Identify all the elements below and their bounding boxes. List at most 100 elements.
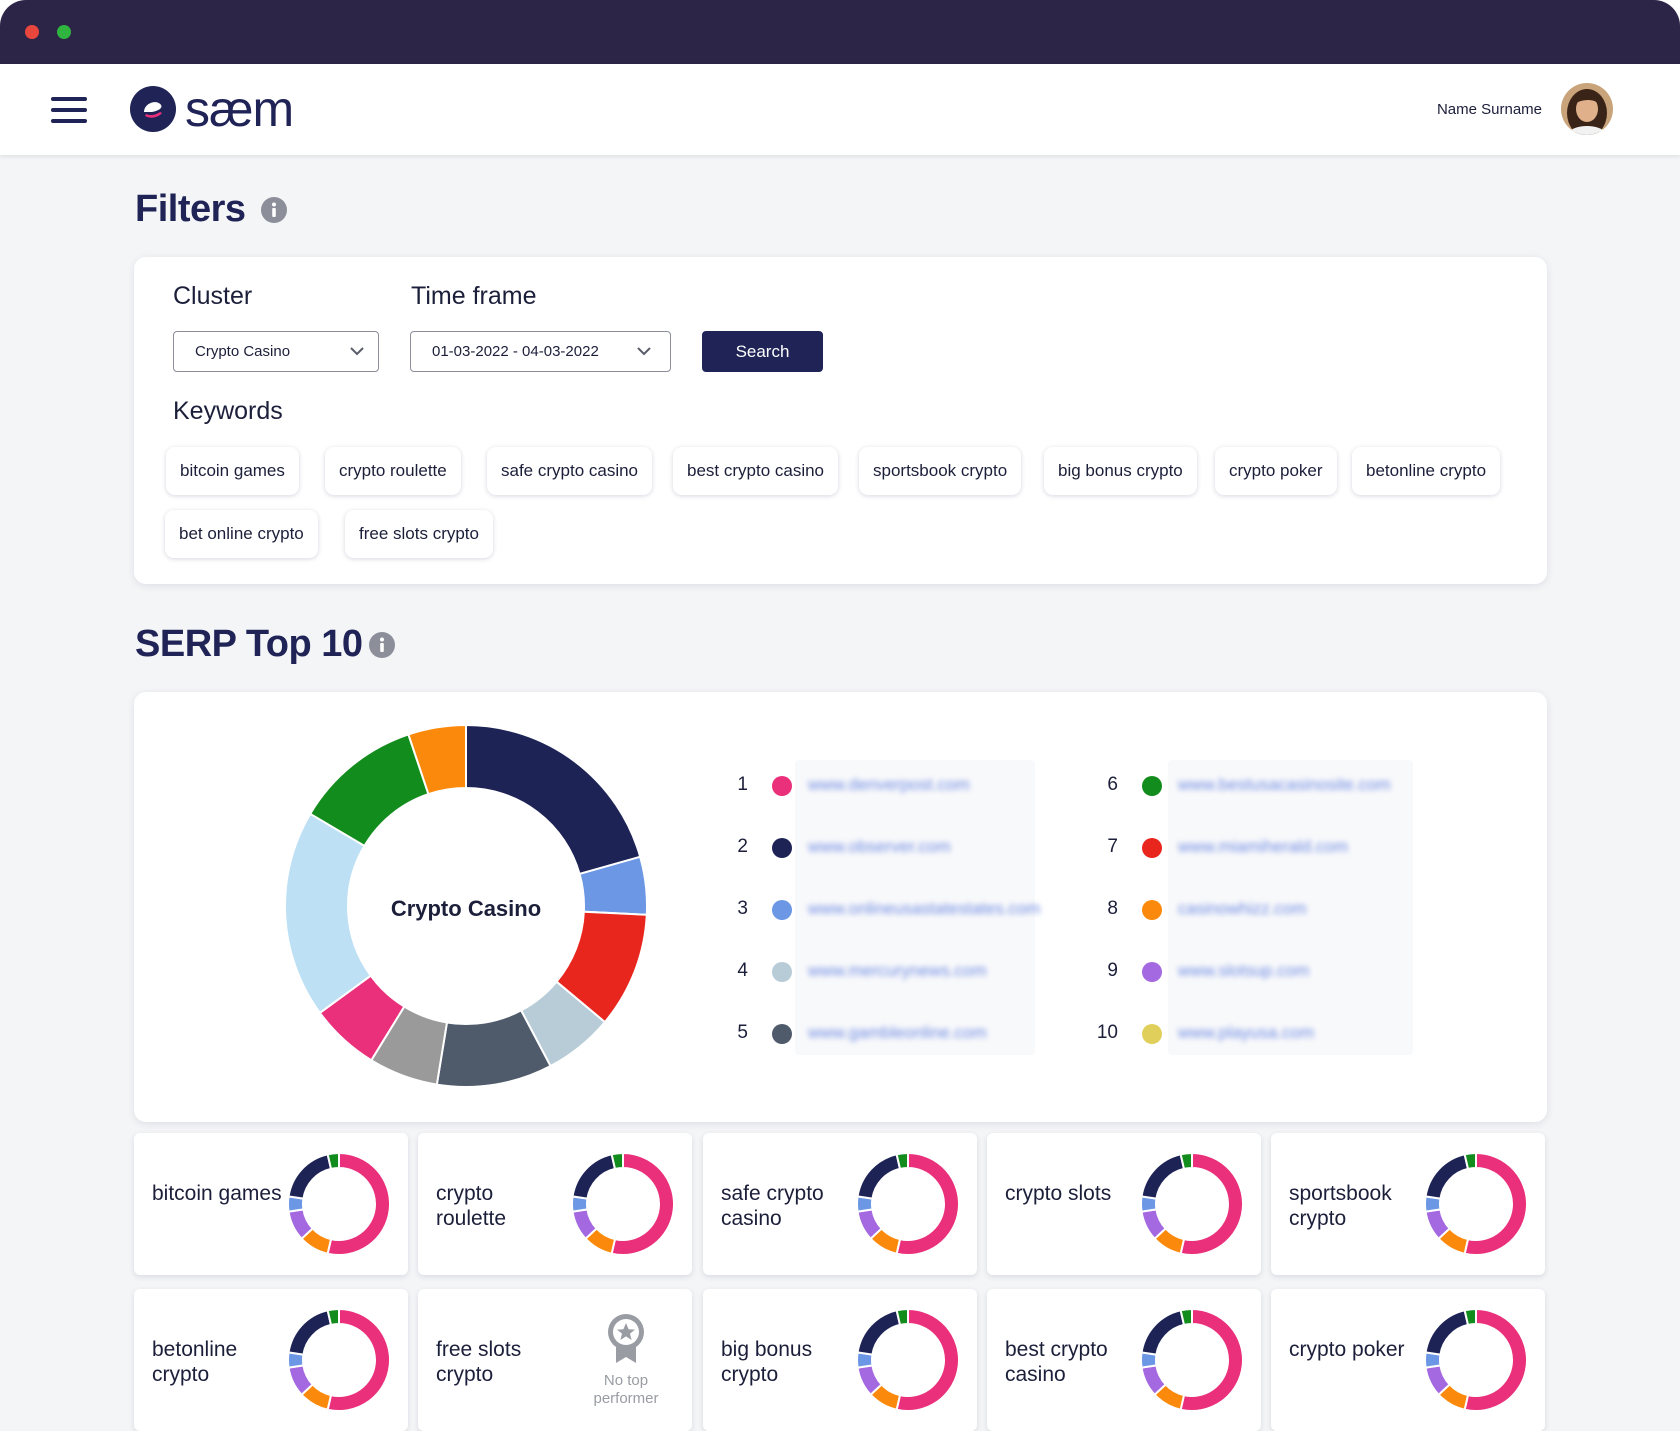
keyword-chip[interactable]: betonline crypto — [1352, 447, 1501, 495]
keyword-card[interactable]: crypto slots — [987, 1133, 1261, 1275]
keyword-chip[interactable]: free slots crypto — [345, 510, 493, 558]
keyword-chip[interactable]: big bonus crypto — [1044, 447, 1197, 495]
filters-title: Filters — [135, 188, 246, 230]
legend-item[interactable]: 4 www.mercurynews.com — [718, 955, 1058, 985]
legend-item[interactable]: 8 casinowhizz.com — [1088, 893, 1428, 923]
legend-item[interactable]: 1 www.denverpost.com — [718, 769, 1058, 799]
keyword-mini-donut — [287, 1152, 391, 1256]
close-window-dot[interactable] — [25, 25, 39, 39]
legend-item[interactable]: 2 www.observer.com — [718, 831, 1058, 861]
keyword-card[interactable]: betonline crypto — [134, 1289, 408, 1431]
keyword-chip[interactable]: best crypto casino — [673, 447, 839, 495]
donut-segment[interactable] — [1424, 1153, 1470, 1200]
donut-segment[interactable] — [856, 1309, 902, 1356]
keyword-card[interactable]: sportsbook crypto — [1271, 1133, 1545, 1275]
legend-rank: 4 — [737, 960, 748, 981]
donut-segment[interactable] — [326, 1308, 340, 1327]
keyword-chip[interactable]: crypto poker — [1215, 447, 1337, 495]
keyword-card-name: safe crypto casino — [721, 1182, 824, 1230]
award-badge-icon — [608, 1314, 644, 1363]
maximize-window-dot[interactable] — [57, 25, 71, 39]
keyword-card-name: sportsbook crypto — [1289, 1182, 1392, 1230]
donut-segment[interactable] — [1140, 1153, 1186, 1200]
legend-rank: 8 — [1107, 898, 1118, 919]
chevron-down-icon — [350, 347, 364, 356]
keyword-card-name: crypto slots — [1005, 1182, 1112, 1205]
keyword-chip[interactable]: safe crypto casino — [487, 447, 653, 495]
legend-col-2-bg — [1168, 760, 1413, 1055]
keyword-card-name: crypto poker — [1289, 1338, 1405, 1361]
keyword-card[interactable]: free slots crypto No top performer — [418, 1289, 692, 1431]
donut-segment[interactable] — [407, 723, 467, 796]
legend-color-dot — [772, 1024, 792, 1044]
keyword-card[interactable]: crypto roulette — [418, 1133, 692, 1275]
app-header: sæm Name Surname — [0, 64, 1680, 155]
cluster-select[interactable]: Crypto Casino — [173, 331, 379, 372]
filters-info-icon[interactable] — [261, 197, 287, 223]
user-avatar[interactable] — [1561, 83, 1613, 135]
legend-item[interactable]: 5 www.gambleonline.com — [718, 1017, 1058, 1047]
search-button[interactable]: Search — [702, 331, 823, 372]
keyword-card[interactable]: best crypto casino — [987, 1289, 1261, 1431]
legend-url-link[interactable]: www.slotsup.com — [1178, 961, 1310, 980]
keyword-mini-donut — [1140, 1308, 1244, 1412]
donut-segment[interactable] — [287, 1153, 333, 1200]
legend-color-dot — [1142, 838, 1162, 858]
keyword-card[interactable]: big bonus crypto — [703, 1289, 977, 1431]
donut-segment[interactable] — [1424, 1309, 1470, 1356]
donut-segment[interactable] — [571, 1153, 617, 1200]
donut-segment[interactable] — [895, 1308, 909, 1327]
keyword-chip[interactable]: sportsbook crypto — [859, 447, 1022, 495]
donut-segment[interactable] — [610, 1152, 624, 1171]
legend-url-link[interactable]: casinowhizz.com — [1178, 899, 1307, 918]
keyword-chip[interactable]: bet online crypto — [165, 510, 318, 558]
donut-segment[interactable] — [1463, 1152, 1477, 1171]
legend-rank: 9 — [1107, 960, 1118, 981]
serp-info-icon[interactable] — [369, 632, 395, 658]
donut-segment[interactable] — [287, 1309, 333, 1356]
serp-donut-chart: Crypto Casino — [284, 723, 648, 1088]
legend-color-dot — [1142, 962, 1162, 982]
donut-segment[interactable] — [1179, 1152, 1193, 1171]
keyword-mini-donut — [856, 1308, 960, 1412]
timeframe-select[interactable]: 01-03-2022 - 04-03-2022 — [410, 331, 671, 372]
legend-item[interactable]: 6 www.bestusacasinosite.com — [1088, 769, 1428, 799]
legend-item[interactable]: 9 www.slotsup.com — [1088, 955, 1428, 985]
legend-url-link[interactable]: www.denverpost.com — [808, 775, 970, 794]
donut-center-label: Crypto Casino — [391, 896, 541, 921]
keyword-card[interactable]: safe crypto casino — [703, 1133, 977, 1275]
donut-segment[interactable] — [895, 1152, 909, 1171]
legend-rank: 2 — [737, 836, 748, 857]
legend-url-link[interactable]: www.playusa.com — [1178, 1023, 1315, 1042]
cluster-label: Cluster — [173, 282, 253, 310]
keyword-card-name: crypto roulette — [436, 1182, 507, 1230]
legend-url-link[interactable]: www.gambleonline.com — [808, 1023, 987, 1042]
keyword-card[interactable]: crypto poker — [1271, 1289, 1545, 1431]
legend-item[interactable]: 3 www.onlineusastatestates.com — [718, 893, 1058, 923]
donut-segment[interactable] — [284, 812, 373, 1015]
keyword-chip[interactable]: bitcoin games — [166, 447, 299, 495]
legend-url-link[interactable]: www.miamiherald.com — [1178, 837, 1349, 856]
donut-segment[interactable] — [326, 1152, 340, 1171]
legend-color-dot — [772, 962, 792, 982]
chevron-down-icon — [637, 347, 651, 356]
donut-segment[interactable] — [856, 1153, 902, 1200]
legend-rank: 6 — [1107, 774, 1118, 795]
keyword-chip[interactable]: crypto roulette — [325, 447, 461, 495]
user-name: Name Surname — [1436, 101, 1542, 118]
donut-segment[interactable] — [1463, 1308, 1477, 1327]
legend-rank: 10 — [1096, 1022, 1118, 1043]
legend-url-link[interactable]: www.bestusacasinosite.com — [1178, 775, 1391, 794]
donut-segment[interactable] — [465, 723, 642, 876]
keyword-mini-donut — [287, 1308, 391, 1412]
donut-segment[interactable] — [1140, 1309, 1186, 1356]
legend-col-1-bg — [795, 760, 1035, 1055]
legend-url-link[interactable]: www.observer.com — [808, 837, 951, 856]
donut-segment[interactable] — [1179, 1308, 1193, 1327]
keyword-card[interactable]: bitcoin games — [134, 1133, 408, 1275]
legend-url-link[interactable]: www.mercurynews.com — [808, 961, 987, 980]
legend-item[interactable]: 10 www.playusa.com — [1088, 1017, 1428, 1047]
hamburger-menu-icon[interactable] — [51, 97, 87, 123]
legend-url-link[interactable]: www.onlineusastatestates.com — [808, 899, 1041, 918]
legend-item[interactable]: 7 www.miamiherald.com — [1088, 831, 1428, 861]
